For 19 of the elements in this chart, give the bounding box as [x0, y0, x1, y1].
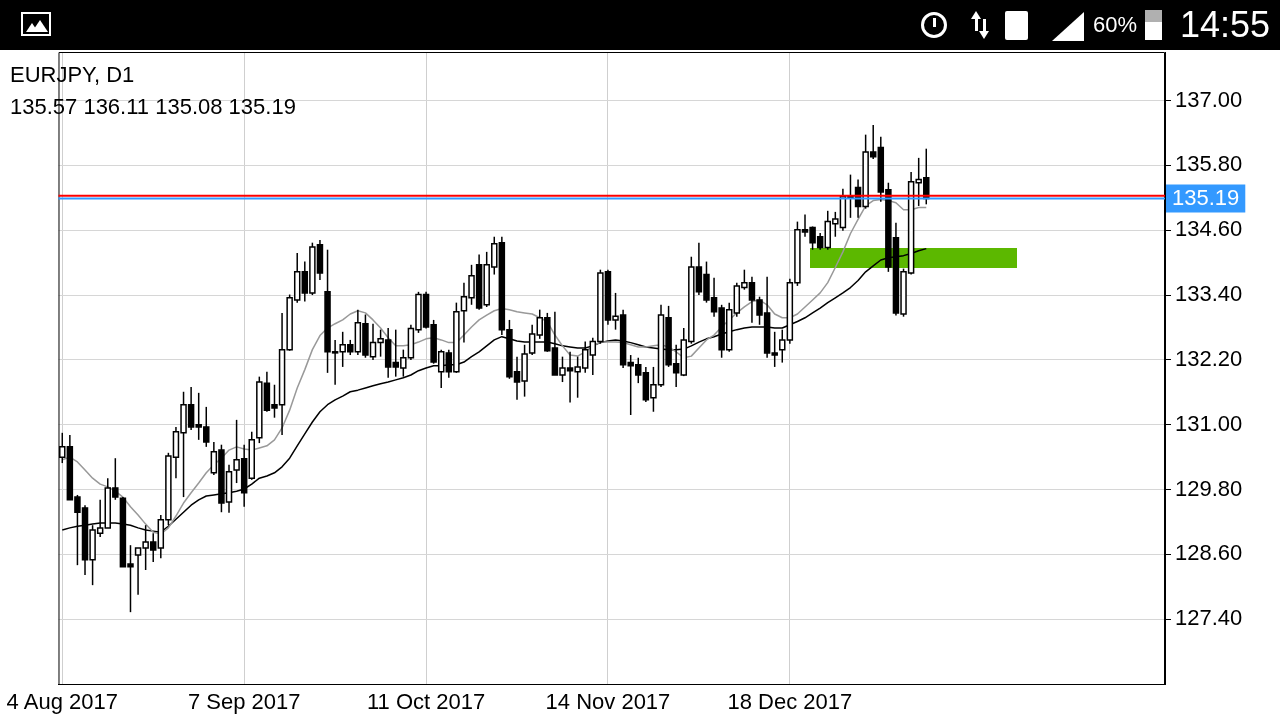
x-tick-label: 4 Aug 2017 [6, 689, 118, 715]
text: 14:55 [1180, 4, 1271, 46]
x-tick-label: 11 Oct 2017 [366, 689, 486, 715]
y-tick-label: 137.00 [1175, 86, 1243, 112]
text: 135.57 136.11 135.08 135.19 [10, 94, 296, 120]
ref-line-label: 135.19 [1172, 185, 1240, 211]
y-tick-label: 127.40 [1175, 605, 1243, 631]
text: 60% [1093, 12, 1138, 38]
y-tick-label: 133.40 [1175, 281, 1243, 307]
y-tick-label: 131.00 [1175, 410, 1243, 436]
y-tick-label: 135.80 [1175, 151, 1243, 177]
x-tick-label: 7 Sep 2017 [187, 689, 301, 715]
y-tick-label: 132.20 [1175, 345, 1243, 371]
x-tick-label: 14 Nov 2017 [545, 689, 671, 715]
y-tick-label: 134.60 [1175, 216, 1243, 242]
x-tick-label: 18 Dec 2017 [727, 689, 853, 715]
y-tick-label: 128.60 [1175, 540, 1243, 566]
text: EURJPY, D1 [10, 62, 135, 88]
y-tick-label: 129.80 [1175, 475, 1243, 501]
